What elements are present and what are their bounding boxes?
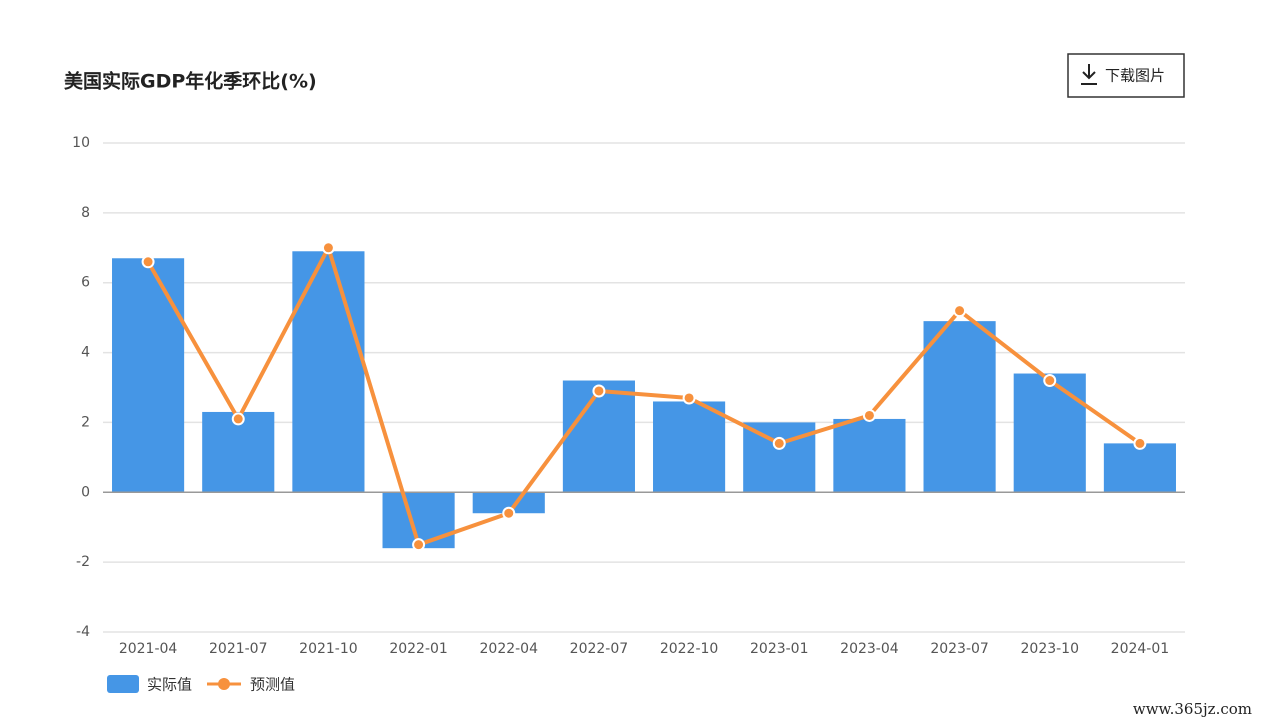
download-button[interactable]: 下载图片 (1067, 53, 1185, 98)
x-tick-label: 2023-04 (840, 641, 899, 657)
x-tick-label: 2022-07 (570, 641, 629, 657)
legend-label: 预测值 (250, 676, 295, 694)
point (412, 538, 426, 552)
x-tick-label: 2021-10 (299, 641, 358, 657)
x-tick-label: 2023-10 (1021, 641, 1080, 657)
line (146, 245, 1142, 547)
x-tick-label: 2022-01 (389, 641, 448, 657)
y-tick-label: 0 (81, 484, 90, 500)
bar (833, 418, 906, 493)
x-tick-label: 2023-01 (750, 641, 809, 657)
x-tick-label: 2022-10 (660, 641, 719, 657)
watermark: www.365jz.com (1133, 700, 1252, 718)
y-tick-label: 8 (81, 205, 90, 221)
point (953, 304, 967, 318)
point (1133, 436, 1147, 450)
y-tick-label: 10 (72, 135, 90, 151)
x-tick-label: 2024-01 (1111, 641, 1170, 657)
download-icon[interactable] (1081, 64, 1097, 85)
x-tick-label: 2023-07 (930, 641, 989, 657)
point (231, 412, 245, 426)
bar (112, 258, 185, 493)
point (862, 408, 876, 422)
y-tick-label: 4 (81, 345, 90, 361)
x-tick-label: 2022-04 (480, 641, 539, 657)
bar (653, 401, 726, 493)
point (141, 255, 155, 269)
legend-label: 实际值 (147, 676, 192, 694)
point (502, 506, 516, 520)
chart-title: 美国实际GDP年化季环比(%) (64, 70, 317, 93)
y-tick-label: -2 (76, 554, 90, 570)
point (772, 436, 786, 450)
x-tick-label: 2021-04 (119, 641, 178, 657)
legend-swatch (218, 678, 230, 690)
point (1043, 374, 1057, 388)
bar (1103, 443, 1176, 493)
point (321, 241, 335, 255)
y-tick-label: 6 (81, 275, 90, 291)
y-tick-label: 2 (81, 414, 90, 430)
bar (1013, 373, 1086, 493)
bar (562, 380, 635, 493)
button-label[interactable]: 下载图片 (1105, 67, 1165, 85)
y-tick-label: -4 (76, 624, 90, 640)
bar (472, 492, 545, 514)
bar (292, 251, 365, 493)
legend-swatch (107, 675, 139, 693)
x-tick-label: 2021-07 (209, 641, 268, 657)
point (682, 391, 696, 405)
bar (923, 321, 996, 493)
point (592, 384, 606, 398)
